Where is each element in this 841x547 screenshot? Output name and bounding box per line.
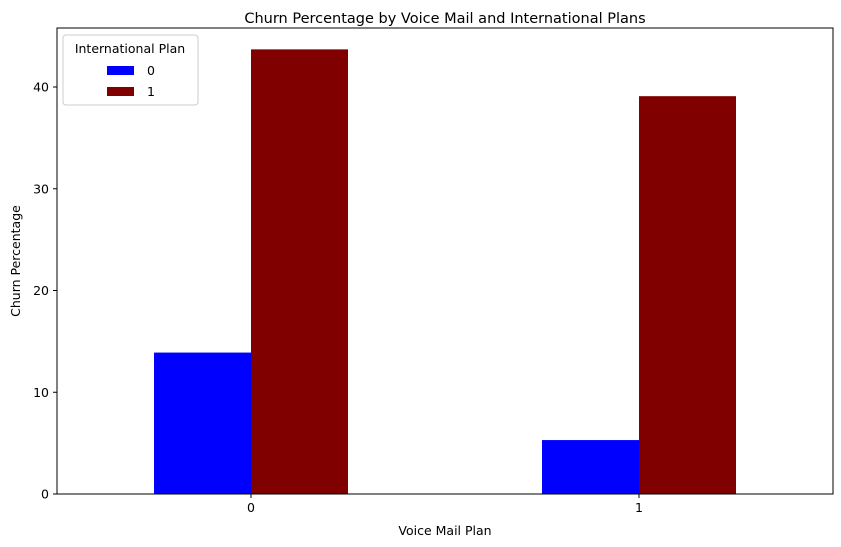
x-tick-label: 1 <box>635 500 643 515</box>
legend-title: International Plan <box>75 41 185 56</box>
y-tick-label: 10 <box>33 385 49 400</box>
bar-series-1-category-0 <box>251 49 348 494</box>
y-tick-label: 30 <box>33 181 49 196</box>
legend-swatch-1 <box>107 87 134 96</box>
y-axis: 0 10 20 30 40 <box>33 80 57 502</box>
bar-series-0-category-1 <box>542 440 639 494</box>
x-axis-label: Voice Mail Plan <box>398 523 491 538</box>
plot-frame <box>56 27 834 495</box>
legend: International Plan 0 1 <box>62 34 199 106</box>
y-tick-label: 20 <box>33 283 49 298</box>
legend-label-0: 0 <box>147 63 155 78</box>
bar-series-1-category-1 <box>639 96 736 495</box>
bars-group <box>154 49 736 495</box>
y-tick-label: 40 <box>33 80 49 95</box>
y-tick-label: 0 <box>41 487 49 502</box>
x-tick-label: 0 <box>247 500 255 515</box>
chart-title: Churn Percentage by Voice Mail and Inter… <box>244 11 645 27</box>
legend-swatch-0 <box>107 66 134 75</box>
bar-series-0-category-0 <box>154 352 251 494</box>
y-axis-label: Churn Percentage <box>8 205 23 317</box>
legend-label-1: 1 <box>147 84 155 99</box>
